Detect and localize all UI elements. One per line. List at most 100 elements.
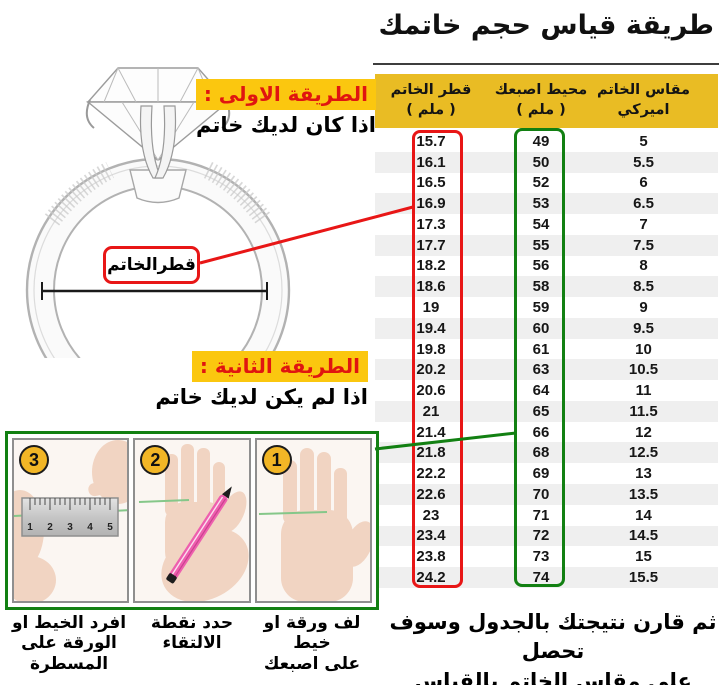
us-size-cell: 7.5 (633, 236, 654, 254)
table-row: 23.8 73 15 (375, 546, 718, 567)
us-size-cell: 8 (639, 257, 648, 275)
circumference-cell: 50 (532, 153, 550, 171)
us-size-cell: 9 (639, 299, 648, 316)
us-size-cell: 8.5 (633, 278, 654, 296)
circumference-cell: 71 (532, 506, 550, 524)
us-size-cell: 6 (639, 174, 648, 192)
diameter-cell: 17.3 (416, 215, 446, 233)
method-1-block: الطريقة الاولى : اذا كان لديك خاتم (195, 79, 376, 137)
thread-line (139, 499, 190, 503)
us-size-cell: 13.5 (628, 485, 659, 503)
us-size-cell: 11.5 (629, 402, 658, 420)
circumference-cell: 59 (532, 299, 550, 316)
table-row: 20.2 63 10.5 (375, 359, 718, 381)
step-photo-2: 2 (133, 438, 251, 603)
table-row: 16.5 52 6 (375, 173, 718, 194)
us-size-cell: 9.5 (633, 319, 654, 337)
circumference-cell: 65 (532, 402, 550, 420)
diameter-cell: 21 (422, 402, 440, 420)
table-row: 21 65 11.5 (375, 400, 718, 422)
method-2-block: الطريقة الثانية : اذا لم يكن لديك خاتم (155, 351, 368, 409)
table-row: 18.2 56 8 (375, 256, 718, 277)
us-size-cell: 10 (635, 340, 652, 358)
us-size-cell: 15 (635, 548, 652, 566)
circumference-cell: 64 (532, 382, 550, 400)
circumference-cell: 61 (532, 340, 550, 358)
table-row: 21.8 68 12.5 (375, 442, 718, 464)
diameter-cell: 23 (422, 506, 440, 524)
circumference-cell: 70 (532, 485, 550, 503)
method-1-subtext: اذا كان لديك خاتم (196, 113, 376, 137)
ruler-number: 4 (87, 522, 93, 533)
method-2-heading: الطريقة الثانية : (191, 351, 368, 382)
diameter-cell: 20.2 (416, 361, 446, 379)
diameter-cell: 19.4 (416, 319, 446, 337)
diameter-cell: 19.8 (416, 340, 446, 358)
us-size-cell: 15.5 (628, 568, 659, 586)
bottom-note: ثم قارن نتيجتك بالجدول وسوف تحصل على مقا… (389, 610, 717, 685)
diamond (86, 67, 230, 161)
table-row: 19.8 61 10 (375, 339, 718, 360)
table-row: 17.3 54 7 (375, 214, 718, 235)
table-row: 21.4 66 12 (375, 422, 718, 443)
table-row: 19.4 60 9.5 (375, 317, 718, 339)
page-title: طريقة قياس حجم خاتمك (378, 10, 714, 41)
step-badge-3: 3 (19, 445, 49, 475)
diameter-cell: 19 (422, 299, 440, 316)
diameter-cell: 21.8 (416, 444, 446, 462)
circumference-cell: 73 (532, 548, 550, 566)
ruler-number: 5 (107, 522, 113, 533)
ruler-measure-illustration: 1 2 3 4 5 (14, 440, 128, 601)
circumference-cell: 49 (532, 132, 550, 150)
diameter-cell: 15.7 (416, 132, 446, 150)
header-circumference: محيط اصبعك ( ملم ) (494, 82, 588, 118)
method-2-subtext: اذا لم يكن لديك خاتم (155, 385, 368, 409)
diameter-cell: 23.4 (416, 527, 446, 545)
diameter-cell: 18.6 (416, 278, 446, 296)
caption-step-1: لف ورقة او خيط على اصبعك (263, 613, 361, 674)
step-badge-2: 2 (140, 445, 171, 475)
circumference-cell: 56 (532, 257, 550, 275)
step-photo-3: 1 2 3 4 5 3 (12, 438, 130, 603)
thread-line (258, 511, 327, 515)
table-row: 24.2 74 15.5 (375, 567, 718, 588)
ruler-number: 2 (47, 522, 53, 533)
ring-head-base (129, 169, 187, 204)
hand (280, 448, 370, 601)
us-size-cell: 12.5 (628, 444, 659, 462)
us-size-cell: 6.5 (633, 195, 654, 213)
table-row: 22.2 69 13 (375, 463, 718, 484)
method-1-heading: الطريقة الاولى : (195, 79, 376, 110)
circumference-cell: 74 (532, 568, 550, 586)
title-divider (373, 63, 719, 65)
step-photo-1: 1 (254, 438, 372, 603)
steps-photos-box: 1 2 3 4 5 3 (5, 431, 379, 610)
circumference-cell: 72 (532, 527, 550, 545)
table-row: 23.4 72 14.5 (375, 525, 718, 547)
size-table-header: قطر الخاتم ( ملم ) محيط اصبعك ( ملم ) مق… (375, 74, 718, 128)
circumference-cell: 58 (532, 278, 550, 296)
table-row: 20.6 64 11 (375, 380, 718, 401)
circumference-cell: 68 (532, 444, 550, 462)
table-row: 18.6 58 8.5 (375, 276, 718, 298)
circumference-cell: 53 (532, 195, 550, 213)
circumference-cell: 55 (532, 236, 550, 254)
ruler-number: 1 (27, 522, 33, 533)
circumference-cell: 60 (532, 319, 550, 337)
us-size-cell: 10.5 (628, 361, 659, 379)
caption-step-3: افرد الخيط او الورقة على المسطرة (11, 613, 127, 674)
us-size-cell: 7 (639, 215, 648, 233)
diameter-cell: 20.6 (416, 382, 446, 400)
diameter-cell: 22.2 (416, 465, 446, 483)
diameter-cell: 23.8 (416, 548, 446, 566)
table-row: 19 59 9 (375, 297, 718, 318)
ruler: 1 2 3 4 5 (21, 497, 119, 537)
us-size-cell: 14.5 (628, 527, 659, 545)
circumference-cell: 52 (532, 174, 550, 192)
us-size-cell: 14 (635, 506, 652, 524)
diameter-cell: 18.2 (416, 257, 446, 275)
diameter-cell: 24.2 (416, 568, 446, 586)
header-diameter: قطر الخاتم ( ملم ) (390, 82, 472, 118)
header-us-size: مقاس الخاتم اميركي (596, 82, 691, 118)
